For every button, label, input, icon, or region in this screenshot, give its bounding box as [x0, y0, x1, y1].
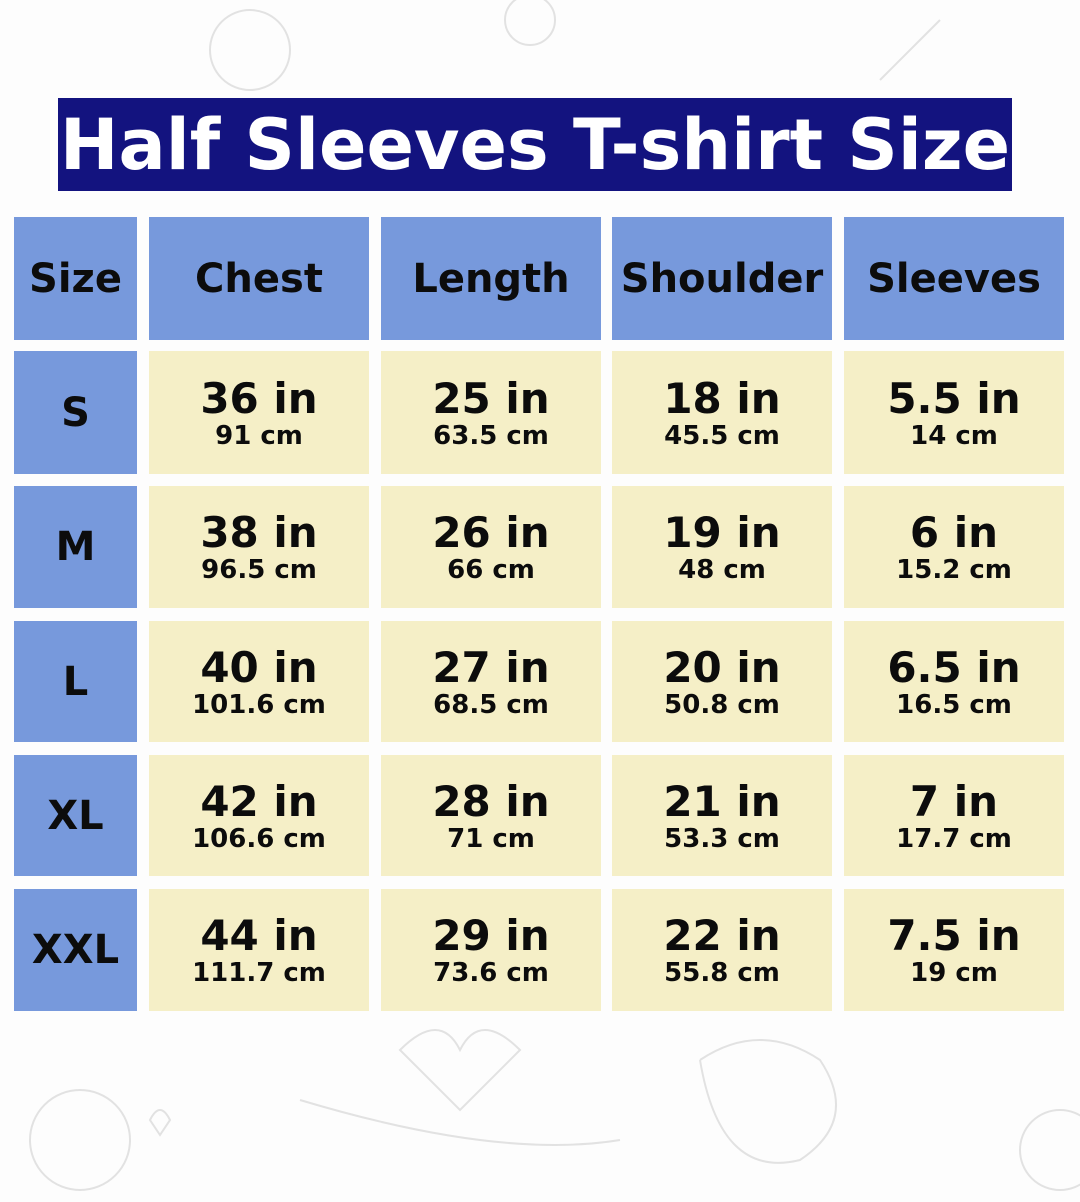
- value-cm: 14 cm: [910, 420, 998, 451]
- value-inches: 44 in: [200, 911, 318, 960]
- value-cm: 19 cm: [910, 958, 998, 988]
- size-label: XXL: [14, 889, 137, 1011]
- value-inches: 25 in: [432, 373, 550, 423]
- value-cm: 106.6 cm: [192, 823, 326, 854]
- value-inches: 5.5 in: [887, 373, 1021, 423]
- value-inches: 7.5 in: [887, 911, 1021, 960]
- value-cm: 50.8 cm: [664, 689, 780, 720]
- header-sleeves: Sleeves: [844, 217, 1064, 340]
- value-inches: 6 in: [909, 508, 999, 557]
- value-cm: 66 cm: [447, 555, 535, 585]
- table-cell: 27 in 68.5 cm: [381, 621, 601, 742]
- size-label: M: [14, 486, 137, 608]
- header-length: Length: [381, 217, 601, 340]
- table-cell: 5.5 in 14 cm: [844, 351, 1064, 474]
- value-cm: 48 cm: [678, 555, 766, 585]
- value-cm: 91 cm: [215, 420, 303, 451]
- table-cell: 25 in 63.5 cm: [381, 351, 601, 474]
- header-chest: Chest: [149, 217, 369, 340]
- value-inches: 29 in: [432, 911, 550, 960]
- value-inches: 27 in: [432, 642, 550, 692]
- table-cell: 6.5 in 16.5 cm: [844, 621, 1064, 742]
- table-cell: 26 in 66 cm: [381, 486, 601, 608]
- value-cm: 71 cm: [447, 823, 535, 854]
- size-label: L: [14, 621, 137, 742]
- size-label: XL: [14, 755, 137, 876]
- header-size: Size: [14, 217, 137, 340]
- value-cm: 15.2 cm: [896, 555, 1012, 585]
- value-inches: 20 in: [663, 642, 781, 692]
- value-inches: 19 in: [663, 508, 781, 557]
- table-cell: 40 in 101.6 cm: [149, 621, 369, 742]
- value-cm: 96.5 cm: [201, 555, 317, 585]
- value-inches: 21 in: [663, 776, 781, 826]
- value-inches: 42 in: [200, 776, 318, 826]
- size-label: S: [14, 351, 137, 474]
- value-cm: 101.6 cm: [192, 689, 326, 720]
- value-cm: 16.5 cm: [896, 689, 1012, 720]
- value-inches: 6.5 in: [887, 642, 1021, 692]
- table-cell: 7 in 17.7 cm: [844, 755, 1064, 876]
- table-cell: 28 in 71 cm: [381, 755, 601, 876]
- table-cell: 6 in 15.2 cm: [844, 486, 1064, 608]
- value-cm: 45.5 cm: [664, 420, 780, 451]
- table-cell: 21 in 53.3 cm: [612, 755, 832, 876]
- value-cm: 17.7 cm: [896, 823, 1012, 854]
- value-cm: 73.6 cm: [433, 958, 549, 988]
- table-cell: 20 in 50.8 cm: [612, 621, 832, 742]
- value-inches: 18 in: [663, 373, 781, 423]
- page-title: Half Sleeves T-shirt Size: [58, 98, 1012, 191]
- table-cell: 44 in 111.7 cm: [149, 889, 369, 1011]
- table-cell: 38 in 96.5 cm: [149, 486, 369, 608]
- value-inches: 22 in: [663, 911, 781, 960]
- value-inches: 26 in: [432, 508, 550, 557]
- value-cm: 111.7 cm: [192, 958, 326, 988]
- value-inches: 36 in: [200, 373, 318, 423]
- table-cell: 36 in 91 cm: [149, 351, 369, 474]
- value-inches: 40 in: [200, 642, 318, 692]
- value-inches: 7 in: [909, 776, 999, 826]
- header-shoulder: Shoulder: [612, 217, 832, 340]
- table-cell: 7.5 in 19 cm: [844, 889, 1064, 1011]
- value-cm: 68.5 cm: [433, 689, 549, 720]
- value-cm: 53.3 cm: [664, 823, 780, 854]
- table-cell: 19 in 48 cm: [612, 486, 832, 608]
- value-cm: 63.5 cm: [433, 420, 549, 451]
- table-cell: 29 in 73.6 cm: [381, 889, 601, 1011]
- value-cm: 55.8 cm: [664, 958, 780, 988]
- table-cell: 42 in 106.6 cm: [149, 755, 369, 876]
- table-cell: 18 in 45.5 cm: [612, 351, 832, 474]
- value-inches: 38 in: [200, 508, 318, 557]
- table-cell: 22 in 55.8 cm: [612, 889, 832, 1011]
- value-inches: 28 in: [432, 776, 550, 826]
